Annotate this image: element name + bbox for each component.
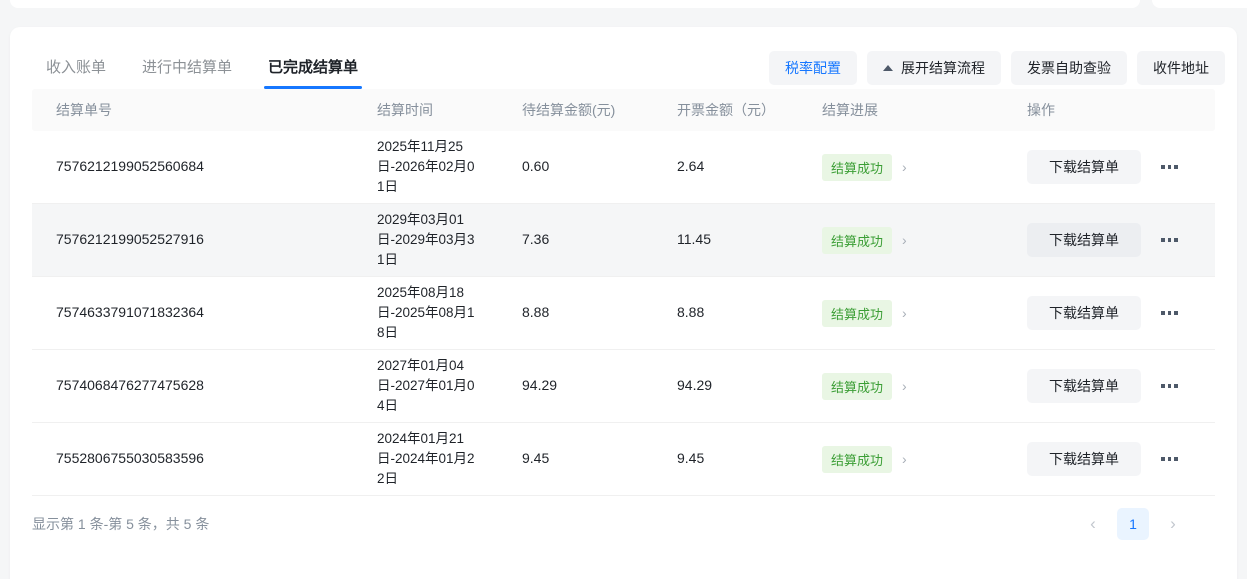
settlement-card: 收入账单 进行中结算单 已完成结算单 税率配置 展开结算流程 发票自助查验 收件… <box>10 27 1237 579</box>
column-header-time: 结算时间 <box>377 102 433 118</box>
receiver-address-button[interactable]: 收件地址 <box>1137 51 1225 85</box>
cell-settlement-time: 2024年01月21日-2024年01月22日 <box>377 430 475 487</box>
cell-pending-amount: 8.88 <box>522 304 550 320</box>
chevron-right-icon[interactable]: › <box>902 451 907 467</box>
status-badge: 结算成功 <box>822 226 893 254</box>
table-row: 7574633791071832364 2025年08月18日-2025年08月… <box>32 277 1215 350</box>
chevron-right-icon[interactable]: › <box>902 378 907 394</box>
download-settlement-button[interactable]: 下载结算单 <box>1027 296 1141 330</box>
tab-in-progress-settlements[interactable]: 进行中结算单 <box>142 59 233 76</box>
more-actions-icon[interactable] <box>1159 305 1180 321</box>
cell-settlement-time: 2029年03月01日-2029年03月31日 <box>377 211 475 268</box>
cell-settlement-id: 7576212199052527916 <box>56 231 204 247</box>
card-above-partial <box>10 0 1140 8</box>
cell-invoice-amount: 11.45 <box>677 231 711 247</box>
table-row: 7576212199052527916 2029年03月01日-2029年03月… <box>32 204 1215 277</box>
cell-settlement-id: 7576212199052560684 <box>56 158 204 174</box>
cell-invoice-amount: 2.64 <box>677 158 705 174</box>
download-settlement-button[interactable]: 下载结算单 <box>1027 369 1141 403</box>
download-settlement-button[interactable]: 下载结算单 <box>1027 442 1141 476</box>
cell-invoice-amount: 8.88 <box>677 304 705 320</box>
pagination-next-icon[interactable]: › <box>1157 508 1189 540</box>
cell-invoice-amount: 94.29 <box>677 377 713 393</box>
pagination-page-1[interactable]: 1 <box>1117 508 1149 540</box>
status-badge: 结算成功 <box>822 445 893 473</box>
pagination: ‹ 1 › <box>1077 508 1189 540</box>
tab-list: 收入账单 进行中结算单 已完成结算单 <box>28 27 1219 89</box>
cell-settlement-time: 2027年01月04日-2027年01月04日 <box>377 357 475 414</box>
more-actions-icon[interactable] <box>1159 451 1180 467</box>
cell-settlement-time: 2025年08月18日-2025年08月18日 <box>377 284 475 341</box>
tab-completed-settlements[interactable]: 已完成结算单 <box>250 60 376 89</box>
total-count-text: 显示第 1 条-第 5 条，共 5 条 <box>32 516 210 532</box>
cell-pending-amount: 0.60 <box>522 158 550 174</box>
expand-flow-button[interactable]: 展开结算流程 <box>867 51 1001 85</box>
table-header-row: 结算单号 结算时间 待结算金额(元) 开票金额（元） 结算进展 操作 <box>32 89 1215 131</box>
more-actions-icon[interactable] <box>1159 159 1180 175</box>
toolbar: 税率配置 展开结算流程 发票自助查验 收件地址 <box>769 51 1225 85</box>
cell-settlement-time: 2025年11月25日-2026年02月01日 <box>377 138 475 195</box>
cell-progress: 结算成功 › <box>822 153 1027 181</box>
table-footer: 显示第 1 条-第 5 条，共 5 条 ‹ 1 › <box>32 496 1215 552</box>
more-actions-icon[interactable] <box>1159 378 1180 394</box>
column-header-id: 结算单号 <box>56 102 112 118</box>
cell-progress: 结算成功 › <box>822 299 1027 327</box>
tab-income-bills[interactable]: 收入账单 <box>46 59 107 76</box>
download-settlement-button[interactable]: 下载结算单 <box>1027 150 1141 184</box>
cell-settlement-id: 7574633791071832364 <box>56 304 204 320</box>
tab-bar: 收入账单 进行中结算单 已完成结算单 税率配置 展开结算流程 发票自助查验 收件… <box>10 27 1237 89</box>
chevron-right-icon[interactable]: › <box>902 305 907 321</box>
settlement-table: 结算单号 结算时间 待结算金额(元) 开票金额（元） 结算进展 操作 75762… <box>10 89 1237 496</box>
column-header-action: 操作 <box>1027 102 1055 118</box>
cell-actions: 下载结算单 <box>1027 296 1215 330</box>
cell-pending-amount: 94.29 <box>522 377 558 393</box>
cell-actions: 下载结算单 <box>1027 150 1215 184</box>
tax-config-button[interactable]: 税率配置 <box>769 51 857 85</box>
cell-actions: 下载结算单 <box>1027 369 1215 403</box>
cell-progress: 结算成功 › <box>822 372 1027 400</box>
chevron-right-icon[interactable]: › <box>902 232 907 248</box>
chevron-right-icon[interactable]: › <box>902 159 907 175</box>
table-row: 7552806755030583596 2024年01月21日-2024年01月… <box>32 423 1215 496</box>
more-actions-icon[interactable] <box>1159 232 1180 248</box>
cell-settlement-id: 7552806755030583596 <box>56 450 204 466</box>
invoice-verify-button[interactable]: 发票自助查验 <box>1011 51 1127 85</box>
cell-pending-amount: 9.45 <box>522 450 550 466</box>
card-above-partial-right <box>1152 0 1247 8</box>
status-badge: 结算成功 <box>822 299 893 327</box>
cell-settlement-id: 7574068476277475628 <box>56 377 204 393</box>
column-header-progress: 结算进展 <box>822 102 878 118</box>
column-header-pending: 待结算金额(元) <box>522 102 616 118</box>
table-row: 7574068476277475628 2027年01月04日-2027年01月… <box>32 350 1215 423</box>
cell-actions: 下载结算单 <box>1027 223 1215 257</box>
column-header-invoice: 开票金额（元） <box>677 102 775 118</box>
cell-invoice-amount: 9.45 <box>677 450 705 466</box>
cell-pending-amount: 7.36 <box>522 231 550 247</box>
status-badge: 结算成功 <box>822 153 893 181</box>
status-badge: 结算成功 <box>822 372 893 400</box>
pagination-prev-icon[interactable]: ‹ <box>1077 508 1109 540</box>
table-row: 7576212199052560684 2025年11月25日-2026年02月… <box>32 131 1215 204</box>
cell-progress: 结算成功 › <box>822 445 1027 473</box>
caret-up-icon <box>883 65 893 71</box>
expand-flow-label: 展开结算流程 <box>901 60 985 76</box>
cell-progress: 结算成功 › <box>822 226 1027 254</box>
cell-actions: 下载结算单 <box>1027 442 1215 476</box>
download-settlement-button[interactable]: 下载结算单 <box>1027 223 1141 257</box>
